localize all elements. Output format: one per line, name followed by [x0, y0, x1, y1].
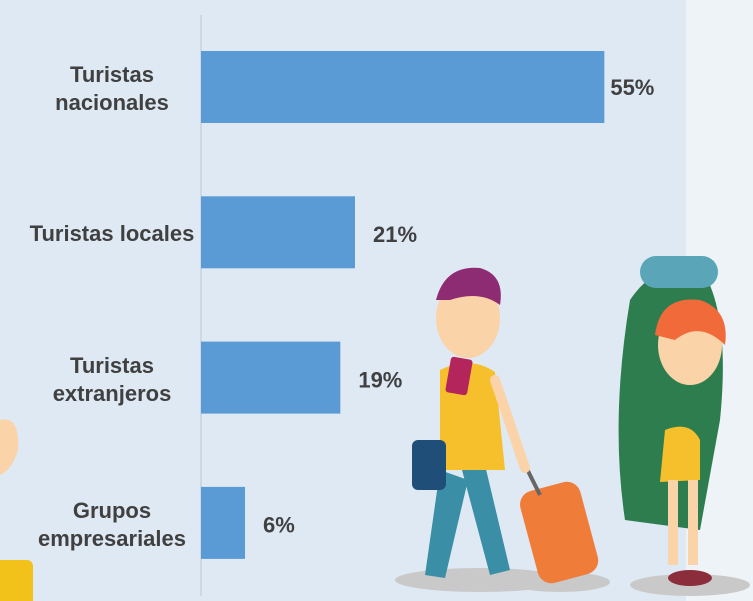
bar — [201, 51, 605, 123]
value-label: 19% — [358, 367, 402, 392]
category-label: Turistas extranjeros — [52, 352, 172, 406]
bar — [201, 196, 355, 269]
category-label: Turistas locales — [29, 221, 195, 247]
illustration-edge — [0, 419, 33, 601]
value-label: 6% — [263, 513, 295, 538]
illustration-backpacker — [618, 256, 750, 596]
category-label: Turistas nacionales — [55, 62, 169, 115]
bar — [201, 486, 245, 559]
value-label: 55% — [610, 75, 654, 100]
category-label: Grupos empresariales — [38, 497, 186, 551]
bar — [201, 341, 341, 414]
illustration-traveler — [395, 267, 610, 592]
value-label: 21% — [373, 222, 417, 247]
